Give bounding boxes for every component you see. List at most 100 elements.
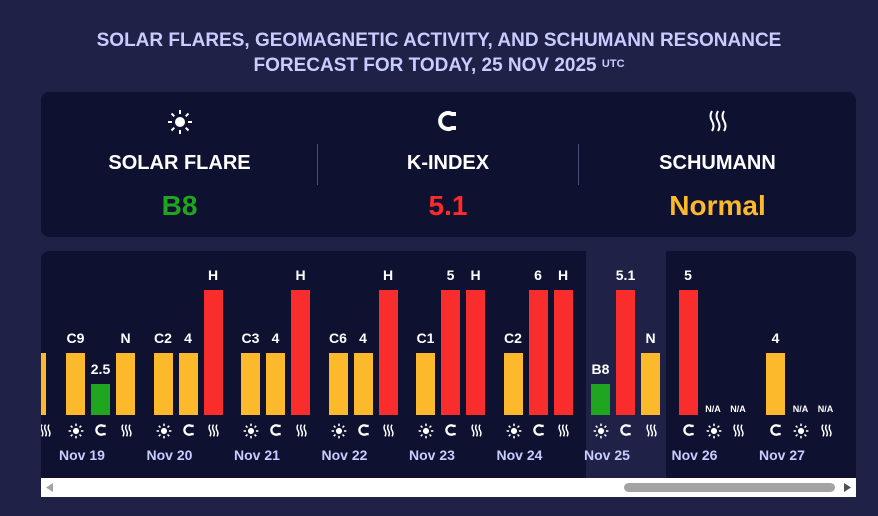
bar-value-label: 4 bbox=[771, 330, 780, 346]
bar-value-label: C6 bbox=[329, 330, 347, 346]
magnet-icon bbox=[179, 423, 199, 443]
magnet-icon bbox=[354, 423, 374, 443]
bar-value-label: H bbox=[295, 267, 306, 283]
waves-icon bbox=[729, 423, 749, 443]
bar-value-label: H bbox=[557, 267, 569, 283]
magnet-icon bbox=[441, 423, 461, 443]
scroll-left-arrow[interactable] bbox=[41, 478, 58, 497]
bar-value-label: N/A bbox=[730, 404, 746, 414]
date-label: Nov 19 bbox=[59, 447, 105, 463]
kindex-value: 5.1 bbox=[428, 190, 468, 221]
magnet-icon bbox=[679, 423, 699, 443]
date-label: Nov 26 bbox=[671, 447, 718, 463]
bar-value-label: C2 bbox=[504, 330, 522, 346]
summary-panel: SOLAR FLARE B8 K-INDEX 5.1 SCHUMANN Norm… bbox=[41, 92, 856, 237]
bar-s bbox=[291, 290, 310, 415]
divider bbox=[578, 144, 579, 185]
waves-icon bbox=[204, 423, 224, 443]
sun-icon bbox=[241, 423, 261, 443]
bar-s bbox=[116, 353, 135, 415]
bar-solar bbox=[503, 353, 523, 415]
title-line-1: SOLAR FLARES, GEOMAGNETIC ACTIVITY, AND … bbox=[96, 30, 782, 51]
bar-solar bbox=[153, 353, 173, 415]
bar-k bbox=[678, 290, 698, 415]
schumann-value: Normal bbox=[669, 190, 766, 221]
sun-icon bbox=[154, 423, 174, 443]
waves-icon bbox=[116, 423, 136, 443]
bar-value-label: 5.1 bbox=[615, 267, 636, 283]
bar-partial bbox=[41, 353, 46, 415]
waves-icon bbox=[641, 423, 661, 443]
utc-label: UTC bbox=[601, 58, 625, 70]
scroll-right-arrow[interactable] bbox=[839, 478, 856, 497]
bar-k bbox=[91, 384, 110, 415]
bar-value-label: B8 bbox=[591, 361, 610, 377]
solar-flare-label: SOLAR FLARE bbox=[108, 152, 251, 174]
bar-value-label: I bbox=[41, 329, 47, 345]
bar-solar bbox=[66, 353, 85, 415]
bar-value-label: N bbox=[120, 330, 131, 346]
bar-s bbox=[378, 290, 398, 415]
waves-icon bbox=[291, 423, 311, 443]
bar-k bbox=[178, 353, 198, 415]
date-label: Nov 20 bbox=[146, 447, 193, 463]
bar-value-label: 6 bbox=[534, 267, 542, 283]
sun-icon bbox=[591, 423, 611, 443]
waves-icon bbox=[466, 423, 486, 443]
bar-s bbox=[466, 290, 485, 415]
sun-icon bbox=[704, 423, 724, 443]
bar-k bbox=[266, 353, 285, 415]
date-label: Nov 25 bbox=[584, 447, 630, 463]
date-label: Nov 23 bbox=[409, 447, 455, 463]
kindex-summary: K-INDEX 5.1 bbox=[318, 92, 578, 237]
bar-value-label: N/A bbox=[705, 404, 721, 414]
waves-icon bbox=[579, 109, 856, 138]
bar-solar bbox=[241, 353, 260, 415]
bar-value-label: N/A bbox=[792, 404, 809, 414]
magnet-icon bbox=[266, 423, 286, 443]
bar-s bbox=[203, 290, 223, 415]
bar-value-label: 4 bbox=[359, 330, 367, 346]
solar-flare-value: B8 bbox=[161, 190, 198, 221]
bar-value-label: 2.5 bbox=[90, 361, 111, 377]
bar-k bbox=[441, 290, 460, 415]
bar-value-label: H bbox=[207, 267, 219, 283]
date-label: Nov 27 bbox=[759, 447, 805, 463]
sun-icon bbox=[504, 423, 524, 443]
bar-solar bbox=[591, 384, 610, 415]
magnet-icon bbox=[616, 423, 636, 443]
date-label: Nov 24 bbox=[496, 447, 543, 463]
bar-value-label: N/A bbox=[817, 404, 834, 414]
bar-s bbox=[553, 290, 573, 415]
bar-value-label: C9 bbox=[66, 330, 85, 346]
sun-icon bbox=[791, 423, 811, 443]
bar-value-label: C2 bbox=[154, 330, 172, 346]
bar-s bbox=[641, 353, 660, 415]
sun-icon bbox=[329, 423, 349, 443]
bar-value-label: H bbox=[382, 267, 394, 283]
magnet-icon bbox=[529, 423, 549, 443]
bar-value-label: 5 bbox=[684, 267, 692, 283]
waves-icon bbox=[379, 423, 399, 443]
sun-icon bbox=[66, 423, 86, 443]
waves-icon bbox=[554, 423, 574, 443]
title-line-2: FORECAST FOR TODAY, 25 NOV 2025 UTC bbox=[253, 55, 625, 76]
bar-k bbox=[616, 290, 635, 415]
waves-icon bbox=[816, 423, 836, 443]
bar-solar bbox=[328, 353, 348, 415]
schumann-label: SCHUMANN bbox=[659, 152, 776, 174]
magnet-icon bbox=[766, 423, 786, 443]
bar-value-label: 4 bbox=[184, 330, 192, 346]
bar-value-label: N bbox=[645, 330, 656, 346]
solar-summary: SOLAR FLARE B8 bbox=[41, 92, 318, 237]
bar-value-label: C1 bbox=[416, 330, 435, 346]
sun-icon bbox=[41, 109, 318, 140]
bar-k bbox=[766, 353, 785, 415]
bar-k bbox=[353, 353, 373, 415]
scroll-thumb[interactable] bbox=[624, 483, 835, 492]
kindex-label: K-INDEX bbox=[406, 152, 490, 174]
magnet-icon bbox=[91, 423, 111, 443]
horizontal-scrollbar[interactable] bbox=[41, 478, 856, 497]
bar-value-label: H bbox=[470, 267, 481, 283]
forecast-chart[interactable]: I C9 2.5 N Nov 19 C2 4 H Nov 20 C3 4 H Nov 21 C6 4 H Nov… bbox=[41, 251, 856, 478]
